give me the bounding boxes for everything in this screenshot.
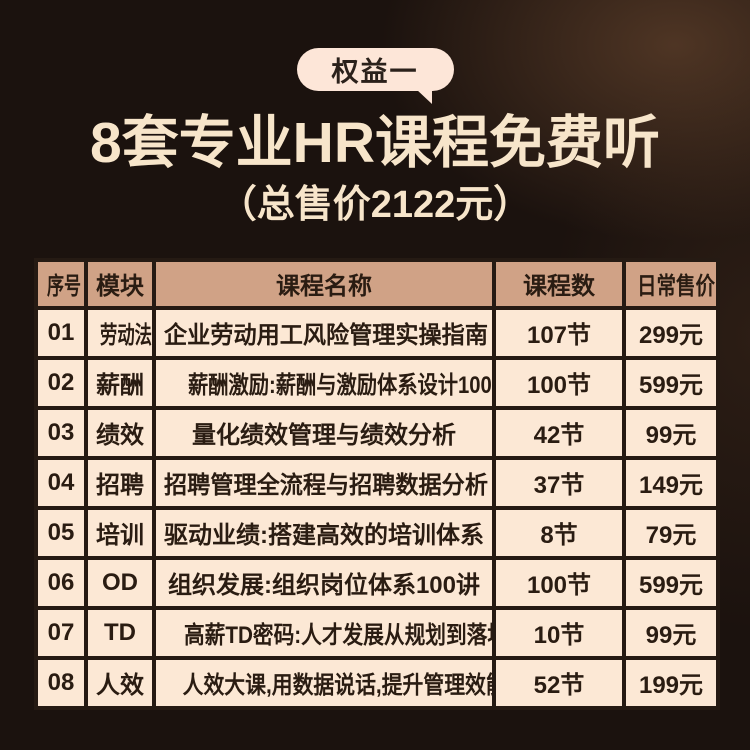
table-row: 01 劳动法 企业劳动用工风险管理实操指南 107节 299元 xyxy=(34,305,720,360)
benefit-badge-label: 权益一 xyxy=(331,57,419,87)
page-subtitle-text: （总售价2122元） xyxy=(218,184,532,227)
cell-no: 02 xyxy=(34,355,88,410)
cell-module: 招聘 xyxy=(84,455,156,510)
cell-price: 299元 xyxy=(622,305,720,360)
cell-no: 08 xyxy=(34,655,88,710)
cell-no: 06 xyxy=(34,555,88,610)
cell-no: 05 xyxy=(34,505,88,560)
cell-price: 79元 xyxy=(622,505,720,560)
table-row: 07 TD 高薪TD密码:人才发展从规划到落地 10节 99元 xyxy=(34,605,720,660)
col-header-lesson-count: 课程数 xyxy=(492,257,626,310)
cell-course-name: 招聘管理全流程与招聘数据分析 xyxy=(152,455,496,510)
cell-lesson-count: 42节 xyxy=(492,405,626,460)
cell-module: 薪酬 xyxy=(84,355,156,410)
course-table: 序号 模块 课程名称 课程数 日常售价 01 劳动法 企业劳动用工风险管理实操指… xyxy=(34,257,720,710)
page-title-text: 8套专业HR课程免费听 xyxy=(89,111,661,175)
cell-module: 人效 xyxy=(84,655,156,710)
cell-lesson-count: 107节 xyxy=(492,305,626,360)
table-row: 08 人效 人效大课,用数据说话,提升管理效能 52节 199元 xyxy=(34,655,720,710)
cell-course-name: 高薪TD密码:人才发展从规划到落地 xyxy=(152,605,496,660)
table-row: 06 OD 组织发展:组织岗位体系100讲 100节 599元 xyxy=(34,555,720,610)
cell-lesson-count: 10节 xyxy=(492,605,626,660)
cell-module: 培训 xyxy=(84,505,156,560)
page-subtitle: （总售价2122元） xyxy=(0,183,750,229)
cell-course-name: 驱动业绩:搭建高效的培训体系 xyxy=(152,505,496,560)
cell-price: 149元 xyxy=(622,455,720,510)
badge-container: 权益一 xyxy=(0,0,750,104)
col-header-no: 序号 xyxy=(34,257,88,310)
cell-price: 599元 xyxy=(622,355,720,410)
cell-module: TD xyxy=(84,605,156,660)
cell-lesson-count: 8节 xyxy=(492,505,626,560)
cell-course-name: 企业劳动用工风险管理实操指南 xyxy=(152,305,496,360)
table-header-row: 序号 模块 课程名称 课程数 日常售价 xyxy=(34,257,720,310)
cell-price: 99元 xyxy=(622,405,720,460)
table-row: 02 薪酬 薪酬激励:薪酬与激励体系设计100讲 100节 599元 xyxy=(34,355,720,410)
speech-bubble-tail xyxy=(415,89,432,104)
cell-course-name: 人效大课,用数据说话,提升管理效能 xyxy=(152,655,496,710)
col-header-module: 模块 xyxy=(84,257,156,310)
cell-module: 绩效 xyxy=(84,405,156,460)
cell-course-name: 量化绩效管理与绩效分析 xyxy=(152,405,496,460)
cell-no: 03 xyxy=(34,405,88,460)
cell-lesson-count: 100节 xyxy=(492,355,626,410)
cell-price: 99元 xyxy=(622,605,720,660)
cell-course-name: 薪酬激励:薪酬与激励体系设计100讲 xyxy=(152,355,496,410)
cell-no: 01 xyxy=(34,305,88,360)
cell-price: 599元 xyxy=(622,555,720,610)
cell-lesson-count: 52节 xyxy=(492,655,626,710)
benefit-badge: 权益一 xyxy=(296,48,454,104)
table-row: 05 培训 驱动业绩:搭建高效的培训体系 8节 79元 xyxy=(34,505,720,560)
table-row: 04 招聘 招聘管理全流程与招聘数据分析 37节 149元 xyxy=(34,455,720,510)
cell-no: 07 xyxy=(34,605,88,660)
table-row: 03 绩效 量化绩效管理与绩效分析 42节 99元 xyxy=(34,405,720,460)
cell-module: OD xyxy=(84,555,156,610)
cell-module: 劳动法 xyxy=(84,305,156,360)
cell-price: 199元 xyxy=(622,655,720,710)
cell-lesson-count: 37节 xyxy=(492,455,626,510)
cell-course-name: 组织发展:组织岗位体系100讲 xyxy=(152,555,496,610)
col-header-course-name: 课程名称 xyxy=(152,257,496,310)
cell-lesson-count: 100节 xyxy=(492,555,626,610)
col-header-regular-price: 日常售价 xyxy=(622,257,720,310)
page-title: 8套专业HR课程免费听 xyxy=(0,108,750,179)
cell-no: 04 xyxy=(34,455,88,510)
